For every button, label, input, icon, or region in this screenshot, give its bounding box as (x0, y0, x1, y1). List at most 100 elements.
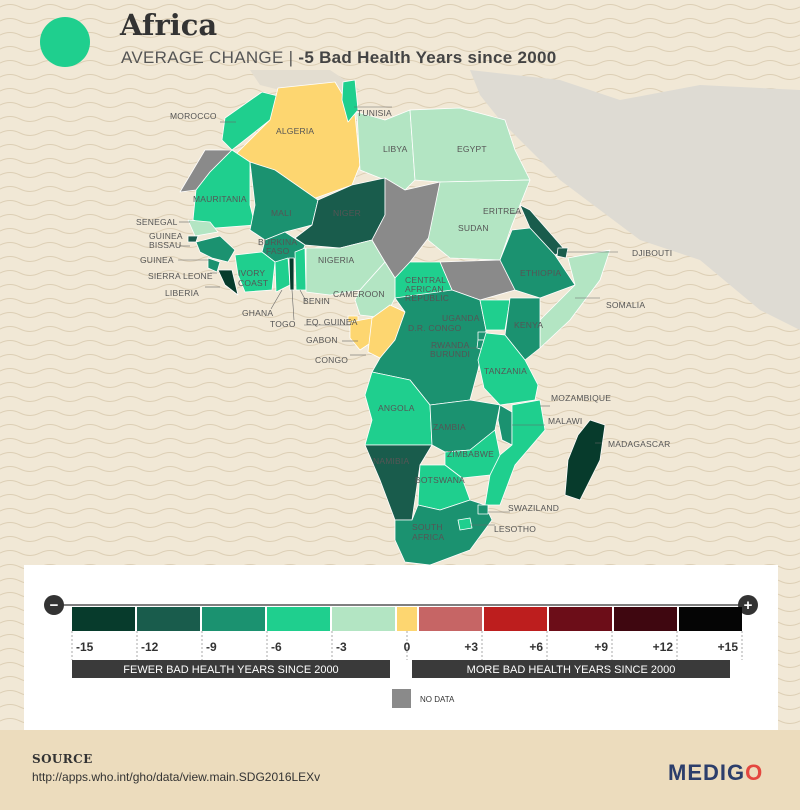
country-south-africa[interactable] (394, 499, 493, 566)
more-label: MORE BAD HEALTH YEARS SINCE 2000 (467, 664, 676, 676)
label-sudan: SUDAN (458, 223, 489, 233)
legend-swatch (137, 607, 200, 631)
country-kenya[interactable] (504, 297, 541, 361)
country-libya[interactable] (356, 109, 416, 191)
label-gabon: GABON (306, 335, 338, 345)
label-liberia: LIBERIA (165, 288, 199, 298)
label-mozambique: MOZAMBIQUE (551, 393, 611, 403)
page-subtitle: AVERAGE CHANGE | -5 Bad Health Years sin… (121, 48, 557, 68)
country-egypt[interactable] (409, 107, 531, 183)
label-sierra-leone: SIERRA LEONE (148, 271, 213, 281)
indicator-dot (40, 17, 90, 67)
label-uganda: UGANDA (442, 313, 480, 323)
label-south-africa-1: SOUTH (412, 522, 443, 532)
label-guinea-bissau-2: BISSAU (149, 240, 181, 250)
label-cameroon: CAMEROON (333, 289, 385, 299)
subtitle-prefix: AVERAGE CHANGE | (121, 48, 299, 67)
legend-tick-label: +12 (653, 640, 674, 654)
country-gabon[interactable] (349, 317, 376, 351)
legend-swatch (419, 607, 482, 631)
label-namibia: NAMIBIA (373, 456, 409, 466)
legend-scale: − + -15 -12 -9 -6 -3 0 +3 +6 +9 +12 +15 FEWER BAD … (44, 595, 758, 708)
label-zimbabwe: ZIMBABWE (447, 449, 494, 459)
source-label: SOURCE (32, 752, 93, 766)
label-swaziland: SWAZILAND (508, 503, 559, 513)
label-tunisia: TUNISIA (357, 108, 392, 118)
legend-tick-label: -6 (271, 640, 282, 654)
country-ivory-coast[interactable] (234, 251, 276, 293)
legend-tick-label: +3 (464, 640, 478, 654)
label-drc: D.R. CONGO (408, 323, 462, 333)
legend-tick-label: -12 (141, 640, 159, 654)
label-niger: NIGER (333, 208, 361, 218)
label-guinea: GUINEA (140, 255, 174, 265)
label-car-3: REPUBLIC (405, 293, 449, 303)
label-ivory-1: IVORY (238, 268, 265, 278)
label-kenya: KENYA (514, 320, 543, 330)
label-togo: TOGO (270, 319, 296, 329)
label-zambia: ZAMBIA (433, 422, 466, 432)
country-somalia[interactable] (539, 249, 611, 349)
country-lesotho[interactable] (457, 517, 473, 531)
fewer-label: FEWER BAD HEALTH YEARS SINCE 2000 (123, 664, 338, 676)
legend-swatch (72, 607, 135, 631)
label-botswana: BOTSWANA (415, 475, 465, 485)
label-lesotho: LESOTHO (494, 524, 536, 534)
label-burkina-2: FASO (266, 246, 290, 256)
no-data-swatch (392, 689, 411, 708)
more-bar (412, 660, 730, 678)
legend-tick-label: +9 (594, 640, 608, 654)
brand-logo[interactable]: MEDIGO (668, 760, 763, 786)
country-sudan[interactable] (427, 179, 531, 261)
label-tanzania: TANZANIA (484, 366, 527, 376)
africa-map: MOROCCO ALGERIA TUNISIA LIBYA EGYPT MAUR… (136, 79, 672, 566)
country-liberia[interactable] (217, 269, 239, 296)
subtitle-value: -5 Bad Health Years since 2000 (298, 48, 557, 67)
country-guinea-bissau[interactable] (187, 235, 199, 243)
plus-symbol: + (744, 597, 753, 614)
label-burundi: BURUNDI (430, 349, 470, 359)
label-burkina-1: BURKINA (258, 237, 297, 247)
label-rwanda: RWANDA (431, 340, 470, 350)
legend-tick-label: 0 (404, 640, 411, 654)
country-sierra-leone[interactable] (207, 257, 221, 273)
label-car-2: AFRICAN (405, 284, 444, 294)
label-malawi: MALAWI (548, 416, 582, 426)
brand-prefix: MEDIG (668, 760, 746, 785)
country-guinea[interactable] (195, 235, 236, 263)
country-ethiopia[interactable] (499, 227, 576, 299)
country-ghana[interactable] (274, 257, 291, 293)
legend-swatch (267, 607, 330, 631)
country-swaziland[interactable] (477, 504, 489, 515)
source-url[interactable]: http://apps.who.int/gho/data/view.main.S… (32, 770, 321, 784)
label-morocco: MOROCCO (170, 111, 217, 121)
country-madagascar[interactable] (564, 419, 606, 501)
page-title: Africa (120, 8, 218, 42)
legend-tick-label: -3 (336, 640, 347, 654)
country-malawi[interactable] (497, 404, 513, 446)
legend-swatch (679, 607, 742, 631)
label-libya: LIBYA (383, 144, 408, 154)
footer (0, 730, 800, 810)
country-tanzania[interactable] (477, 332, 539, 406)
plus-button[interactable]: + (738, 595, 758, 615)
label-mauritania: MAURITANIA (193, 194, 247, 204)
country-senegal[interactable] (187, 219, 219, 237)
minus-button[interactable]: − (44, 595, 64, 615)
legend-swatch (614, 607, 677, 631)
brand-suffix: O (745, 760, 764, 785)
label-benin: BENIN (303, 296, 330, 306)
legend-swatch (397, 607, 417, 631)
legend-swatch (549, 607, 612, 631)
label-ivory-2: COAST (238, 278, 268, 288)
label-south-africa-2: AFRICA (412, 532, 445, 542)
country-tunisia[interactable] (341, 79, 359, 123)
legend-tick-label: +6 (529, 640, 543, 654)
middle-east-landmass (470, 70, 800, 330)
country-uganda[interactable] (479, 299, 511, 331)
country-benin[interactable] (294, 247, 307, 291)
country-djibouti[interactable] (556, 247, 569, 259)
country-togo[interactable] (288, 257, 295, 291)
country-mozambique[interactable] (484, 399, 546, 506)
label-ghana: GHANA (242, 308, 273, 318)
